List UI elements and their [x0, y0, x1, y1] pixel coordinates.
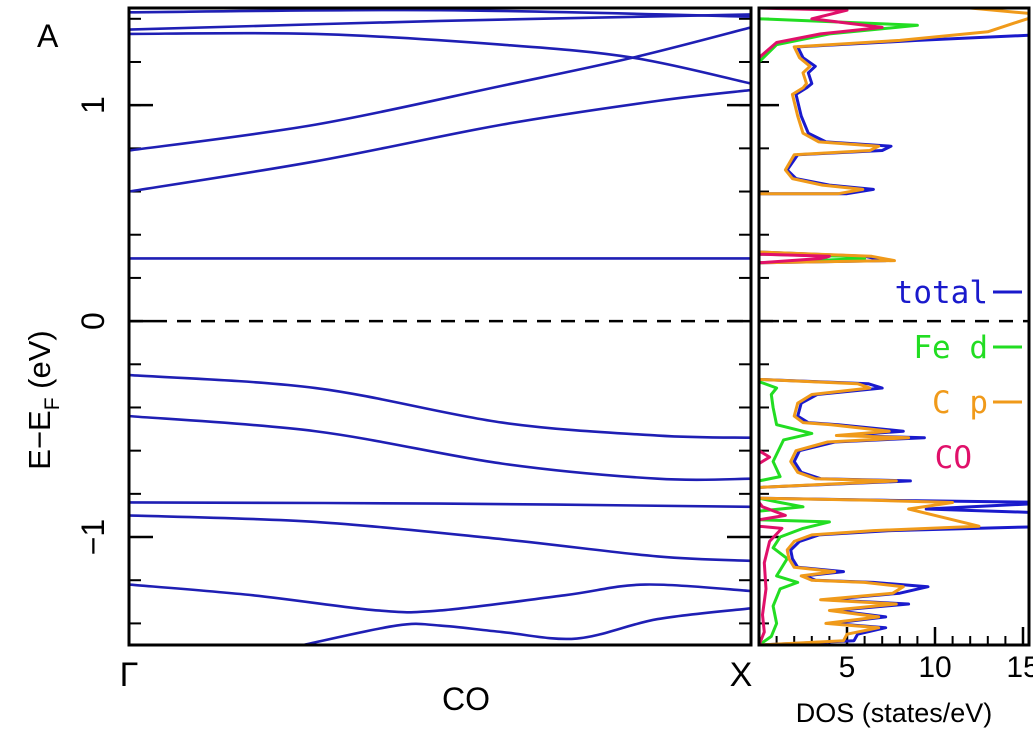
- band-y-ticks: 1 0 −1: [75, 17, 751, 625]
- y-axis-label-main: E−E: [22, 410, 57, 469]
- legend-entry-co: CO: [935, 440, 972, 476]
- band-line-b9: [129, 501, 751, 509]
- x-tick-x: X: [730, 656, 753, 694]
- x-tick-gamma: Γ: [120, 656, 139, 694]
- y-axis-label-unit: (eV): [22, 330, 57, 397]
- y-axis-label-subscript: F: [41, 397, 64, 410]
- dos-curve-fe-d: [759, 17, 919, 645]
- dos-x-tick-labels: 5 10 15: [839, 651, 1033, 684]
- band-lines: [129, 8, 751, 645]
- y-tick-label: −1: [75, 519, 111, 555]
- dos-curve-total: [759, 33, 1029, 645]
- y-tick-label: 0: [75, 312, 111, 330]
- y-axis-label: E−EF (eV): [22, 330, 64, 469]
- dos-legend: total Fe d C p CO: [895, 275, 1022, 476]
- dos-panel: 5 10 15 DOS (states/eV) total Fe d C p CO: [757, 6, 1033, 728]
- dos-curve-co: [759, 8, 884, 645]
- dos-curve-c-p: [759, 8, 1029, 645]
- band-line-b7: [129, 373, 751, 440]
- legend-entry-fe-d: Fe d: [913, 330, 988, 366]
- band-line-b3: [129, 31, 751, 85]
- band-structure-panel: 1 0 −1 Γ X CO: [75, 6, 753, 717]
- band-line-b11: [129, 583, 751, 614]
- panel-label: A: [37, 18, 59, 54]
- dos-x-tick-label: 10: [918, 651, 951, 684]
- dos-x-tick-label: 15: [1006, 651, 1033, 684]
- band-line-b8: [129, 414, 751, 482]
- band-line-b5: [129, 88, 751, 193]
- dos-curves: [759, 8, 1029, 645]
- band-line-b4: [129, 26, 751, 152]
- y-tick-label: 1: [75, 96, 111, 114]
- band-line-b10: [129, 514, 751, 563]
- band-plot-frame: [127, 6, 753, 647]
- dos-plot-frame: [757, 6, 1031, 647]
- x-axis-label-dos: DOS (states/eV): [796, 698, 993, 728]
- legend-entry-total: total: [895, 275, 988, 311]
- legend-entry-c-p: C p: [932, 385, 988, 421]
- band-line-b2: [129, 13, 751, 31]
- dos-x-tick-label: 5: [839, 651, 856, 684]
- x-axis-label-bands: CO: [442, 681, 490, 717]
- band-line-b12: [302, 607, 751, 645]
